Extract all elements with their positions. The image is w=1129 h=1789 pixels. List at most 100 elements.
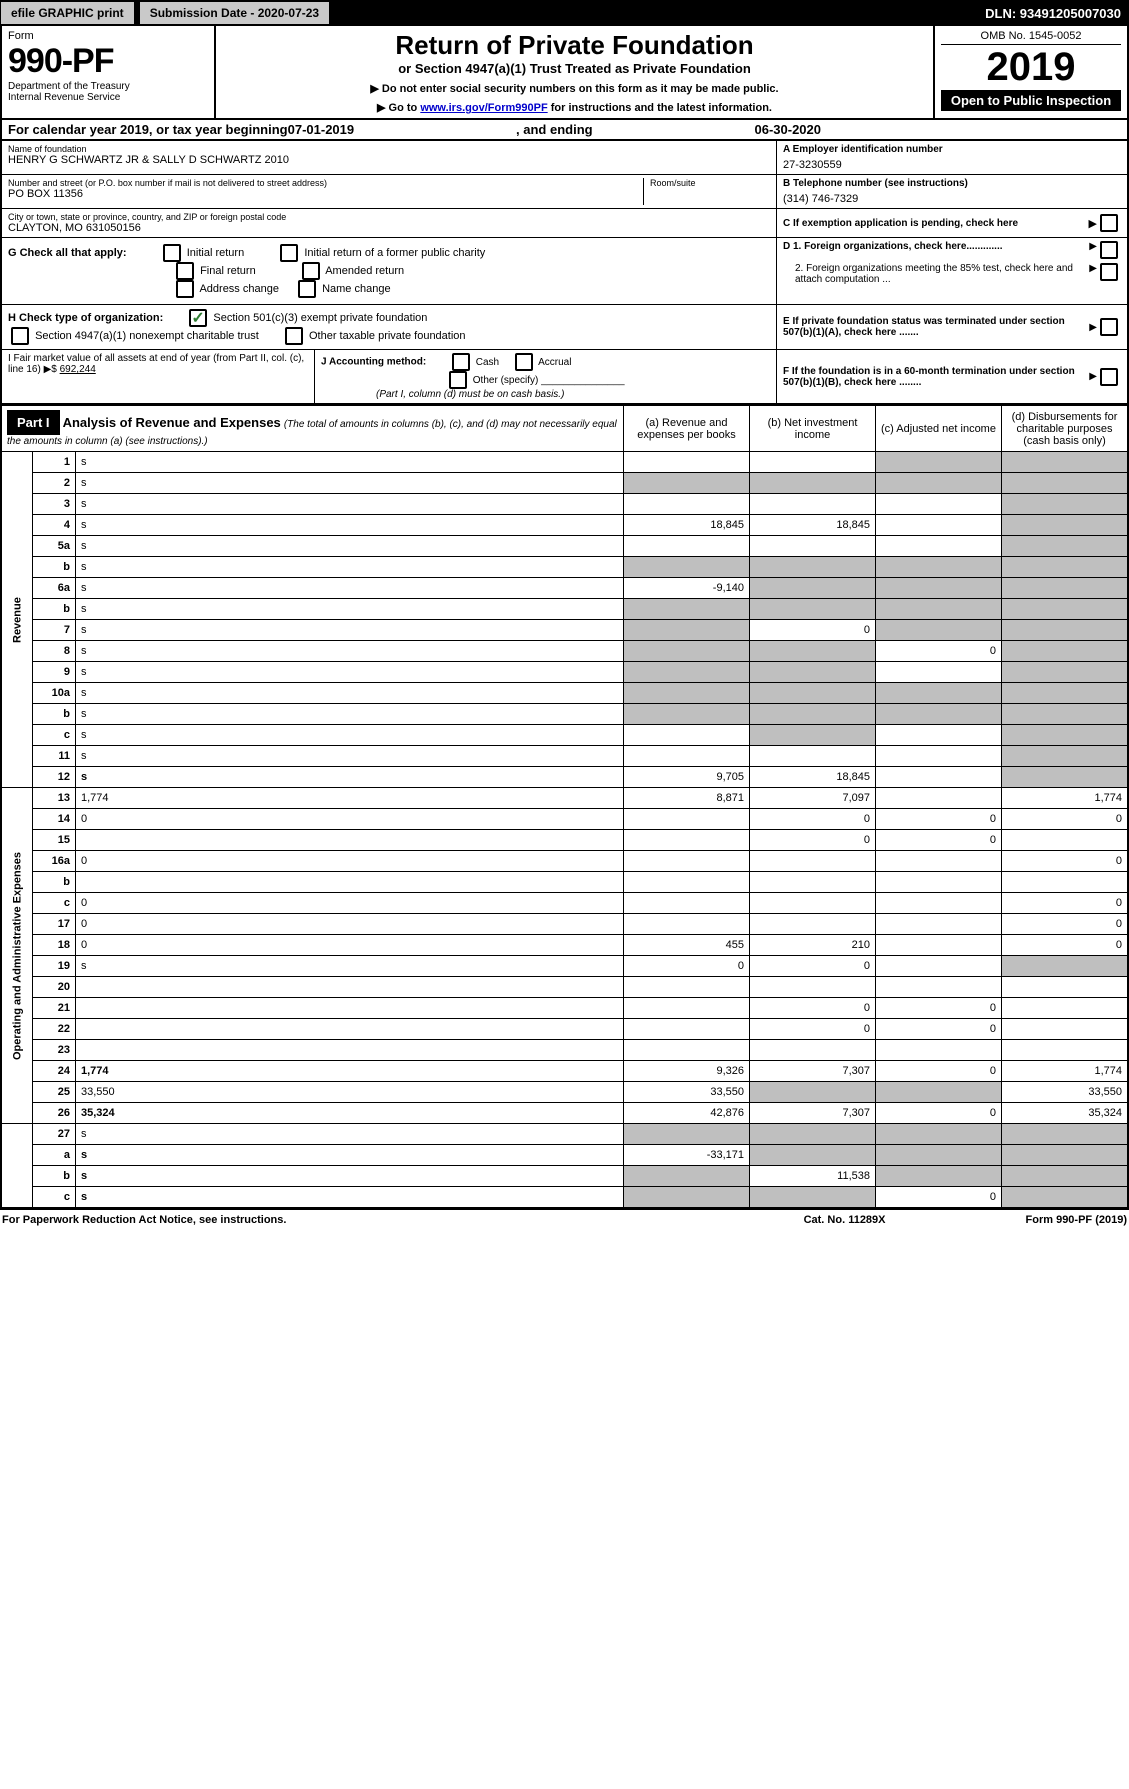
page-footer: For Paperwork Reduction Act Notice, see …	[0, 1210, 1129, 1230]
line-number: 15	[33, 830, 76, 851]
table-row: 2635,32442,8767,307035,324	[2, 1103, 1127, 1124]
table-cell	[750, 1040, 876, 1061]
omb-number: OMB No. 1545-0052	[941, 30, 1121, 45]
g-initial-checkbox[interactable]	[163, 244, 181, 262]
line-number: 21	[33, 998, 76, 1019]
line-number: 12	[33, 767, 76, 788]
table-cell	[876, 1124, 1002, 1145]
table-cell: 0	[750, 830, 876, 851]
line-number: 7	[33, 620, 76, 641]
section-label: Operating and Administrative Expenses	[2, 788, 33, 1124]
table-row: 2533,55033,55033,550	[2, 1082, 1127, 1103]
table-cell: 0	[876, 1019, 1002, 1040]
line-number: 19	[33, 956, 76, 977]
line-number: 5a	[33, 536, 76, 557]
table-cell: 0	[1002, 893, 1128, 914]
table-row: 9s	[2, 662, 1127, 683]
table-cell: 0	[1002, 914, 1128, 935]
table-cell: 0	[876, 1103, 1002, 1124]
e-checkbox[interactable]	[1100, 318, 1118, 336]
table-cell	[624, 914, 750, 935]
line-description	[76, 830, 624, 851]
table-row: 3s	[2, 494, 1127, 515]
line-number: b	[33, 557, 76, 578]
d2-checkbox[interactable]	[1100, 263, 1118, 281]
table-cell: 8,871	[624, 788, 750, 809]
g-name-checkbox[interactable]	[298, 280, 316, 298]
table-cell	[1002, 1124, 1128, 1145]
table-row: Operating and Administrative Expenses131…	[2, 788, 1127, 809]
table-row: 7s0	[2, 620, 1127, 641]
line-number: 1	[33, 452, 76, 473]
addr-value: PO BOX 11356	[8, 188, 643, 200]
line-description: 0	[76, 893, 624, 914]
h-501c3-checkbox[interactable]	[189, 309, 207, 327]
g-amended-checkbox[interactable]	[302, 262, 320, 280]
table-cell: 0	[750, 998, 876, 1019]
table-cell	[624, 620, 750, 641]
table-cell	[876, 1166, 1002, 1187]
g-final-checkbox[interactable]	[176, 262, 194, 280]
footer-right: Form 990-PF (2019)	[1026, 1214, 1127, 1226]
submission-date-label: Submission Date - 2020-07-23	[139, 1, 330, 25]
f-checkbox[interactable]	[1100, 368, 1118, 386]
table-row: 140000	[2, 809, 1127, 830]
h-other-taxable-checkbox[interactable]	[285, 327, 303, 345]
table-cell	[876, 704, 1002, 725]
table-cell	[1002, 830, 1128, 851]
line-description: s	[76, 515, 624, 536]
table-cell	[624, 683, 750, 704]
instruction-2: ▶ Go to www.irs.gov/Form990PF for instru…	[222, 101, 927, 114]
table-row: c00	[2, 893, 1127, 914]
table-cell	[1002, 515, 1128, 536]
h-4947-checkbox[interactable]	[11, 327, 29, 345]
form-link[interactable]: www.irs.gov/Form990PF	[420, 102, 547, 114]
j-other-checkbox[interactable]	[449, 371, 467, 389]
table-row: cs	[2, 725, 1127, 746]
table-cell: 7,097	[750, 788, 876, 809]
d1-checkbox[interactable]	[1100, 241, 1118, 259]
table-row: 8s0	[2, 641, 1127, 662]
tax-year: 2019	[941, 45, 1121, 90]
table-row: 10as	[2, 683, 1127, 704]
table-row: bs	[2, 557, 1127, 578]
j-accrual-checkbox[interactable]	[515, 353, 533, 371]
phone-value: (314) 746-7329	[783, 189, 1121, 205]
line-description	[76, 1040, 624, 1061]
table-cell: 7,307	[750, 1061, 876, 1082]
g-address-checkbox[interactable]	[176, 280, 194, 298]
efile-label: efile GRAPHIC print	[0, 1, 135, 25]
table-cell	[624, 704, 750, 725]
table-row: 2s	[2, 473, 1127, 494]
table-cell	[876, 494, 1002, 515]
table-cell	[876, 1040, 1002, 1061]
table-cell	[876, 725, 1002, 746]
table-cell	[624, 872, 750, 893]
line-description: 0	[76, 935, 624, 956]
line-description: s	[76, 704, 624, 725]
table-cell	[624, 494, 750, 515]
table-cell: 9,326	[624, 1061, 750, 1082]
table-cell	[750, 557, 876, 578]
line-description: s	[76, 557, 624, 578]
table-cell: 1,774	[1002, 1061, 1128, 1082]
table-cell	[876, 851, 1002, 872]
table-cell	[750, 494, 876, 515]
g-initial-former-checkbox[interactable]	[280, 244, 298, 262]
table-cell	[876, 1082, 1002, 1103]
table-cell: 0	[750, 956, 876, 977]
line-number: c	[33, 725, 76, 746]
line-number: c	[33, 1187, 76, 1208]
table-cell	[1002, 557, 1128, 578]
c-label: C If exemption application is pending, c…	[783, 218, 1089, 229]
table-cell	[876, 578, 1002, 599]
table-cell	[1002, 1166, 1128, 1187]
line-number: b	[33, 872, 76, 893]
c-checkbox[interactable]	[1100, 214, 1118, 232]
part1-label: Part I	[7, 410, 60, 435]
j-cash-checkbox[interactable]	[452, 353, 470, 371]
table-cell: 42,876	[624, 1103, 750, 1124]
ein-label: A Employer identification number	[783, 144, 1121, 155]
table-cell	[624, 473, 750, 494]
table-cell	[750, 851, 876, 872]
